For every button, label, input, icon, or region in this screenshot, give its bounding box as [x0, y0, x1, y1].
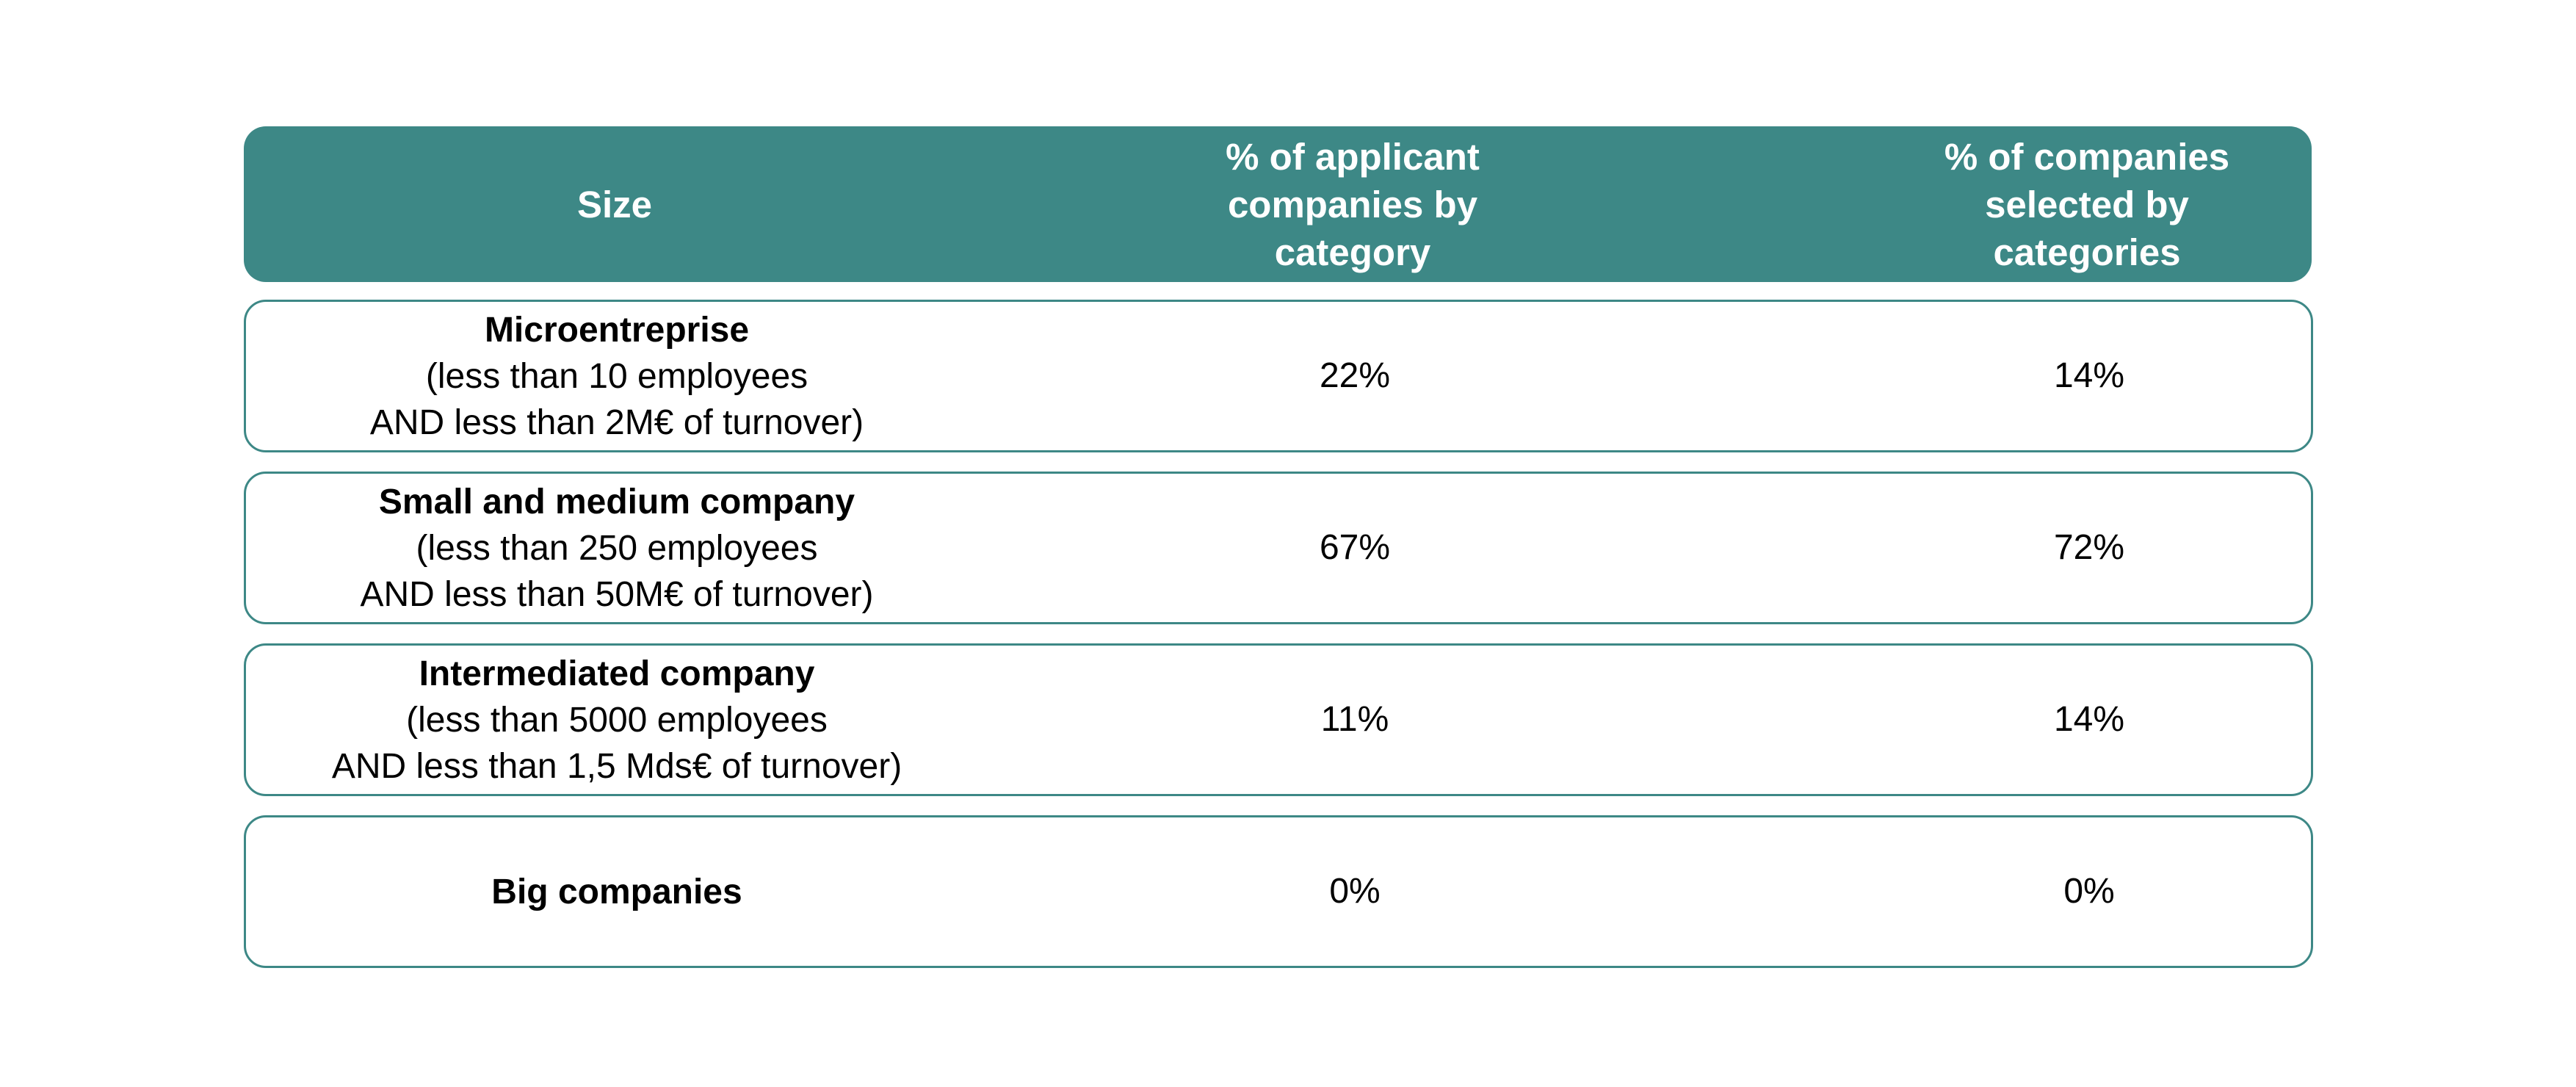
selected-value: 14%: [2053, 700, 2125, 739]
applicant-cell: 67%: [988, 526, 1722, 570]
applicant-cell: 11%: [988, 698, 1722, 742]
selected-cell: 72%: [1722, 526, 2456, 570]
selected-value: 14%: [2053, 356, 2125, 395]
applicant-value: 0%: [1329, 872, 1381, 911]
table-row: Small and medium company (less than 250 …: [244, 472, 2313, 624]
size-description-line1: (less than 5000 employees: [406, 700, 828, 740]
size-cell: Microentreprise (less than 10 employees …: [246, 307, 988, 446]
header-applicant-label: % of applicant companies by category: [1226, 135, 1480, 273]
size-name: Intermediated company: [419, 654, 815, 693]
table-row: Intermediated company (less than 5000 em…: [244, 643, 2313, 796]
size-name: Small and medium company: [378, 482, 855, 521]
header-selected: % of companies selected by categories: [1720, 133, 2454, 276]
size-cell: Small and medium company (less than 250 …: [246, 479, 988, 618]
selected-value: 0%: [2063, 872, 2115, 911]
table-row: Big companies 0% 0%: [244, 815, 2313, 968]
header-applicant: % of applicant companies by category: [985, 133, 1720, 276]
applicant-cell: 22%: [988, 354, 1722, 398]
header-selected-label: % of companies selected by categories: [1944, 135, 2230, 273]
size-cell: Intermediated company (less than 5000 em…: [246, 651, 988, 790]
applicant-value: 67%: [1319, 528, 1391, 567]
size-description-line1: (less than 250 employees: [416, 528, 818, 568]
size-cell: Big companies: [246, 869, 988, 915]
selected-cell: 14%: [1722, 698, 2456, 742]
selected-cell: 14%: [1722, 354, 2456, 398]
size-description-line1: (less than 10 employees: [425, 356, 808, 396]
size-description-line2: AND less than 1,5 Mds€ of turnover): [331, 746, 902, 786]
size-name: Big companies: [491, 872, 742, 911]
applicant-value: 22%: [1319, 356, 1391, 395]
header-size-label: Size: [576, 183, 653, 225]
applicant-cell: 0%: [988, 870, 1722, 914]
size-name: Microentreprise: [484, 310, 750, 350]
selected-cell: 0%: [1722, 870, 2456, 914]
size-description-line2: AND less than 50M€ of turnover): [360, 574, 874, 614]
table-header: Size % of applicant companies by categor…: [244, 126, 2312, 282]
applicant-value: 11%: [1320, 700, 1389, 739]
size-description-line2: AND less than 2M€ of turnover): [369, 402, 864, 442]
selected-value: 72%: [2053, 528, 2125, 567]
header-size: Size: [244, 181, 985, 228]
table-row: Microentreprise (less than 10 employees …: [244, 300, 2313, 452]
